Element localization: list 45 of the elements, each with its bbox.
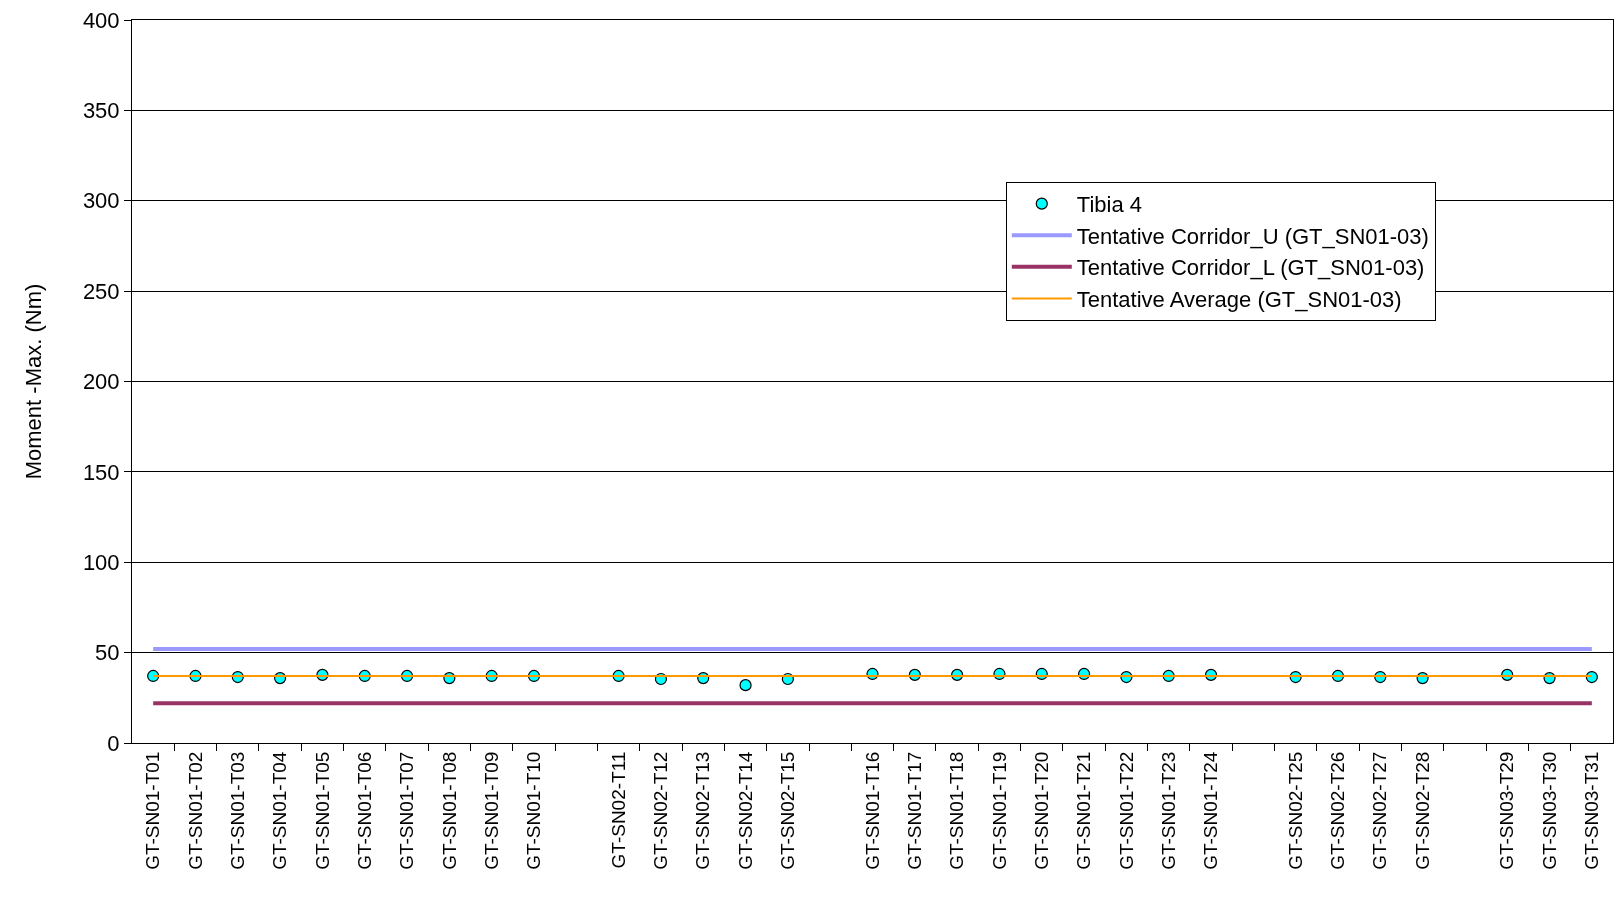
x-tick-label: GT-SN02-T15: [777, 751, 799, 870]
x-tick-label: GT-SN01-T02: [184, 751, 206, 870]
x-tick-label: GT-SN01-T19: [988, 751, 1010, 870]
x-tick-label: GT-SN01-T18: [946, 751, 968, 870]
x-tick-label: GT-SN01-T22: [1115, 751, 1137, 870]
y-tick-label: 300: [82, 188, 120, 214]
x-tick-label: GT-SN01-T04: [269, 751, 291, 870]
y-tick-label: 0: [107, 730, 120, 756]
x-tick-label: GT-SN03-T31: [1581, 751, 1603, 870]
x-tick-label: GT-SN02-T28: [1411, 751, 1433, 870]
x-tick-label: GT-SN01-T06: [353, 751, 375, 870]
x-tick-label: GT-SN03-T29: [1496, 751, 1518, 870]
x-tick-label: GT-SN01-T07: [396, 751, 418, 870]
legend-label: Tentative Average (GT_SN01-03): [1076, 287, 1402, 313]
x-tick-label: GT-SN01-T10: [523, 751, 545, 870]
x-tick-label: GT-SN02-T26: [1327, 751, 1349, 870]
x-tick-label: GT-SN01-T09: [480, 751, 502, 870]
y-tick-label: 150: [82, 459, 120, 485]
x-tick-label: GT-SN01-T01: [142, 751, 164, 870]
y-tick-label: 100: [82, 549, 120, 575]
x-tick-label: GT-SN01-T05: [311, 751, 333, 870]
y-axis-title: Moment -Max. (Nm): [20, 283, 46, 480]
x-tick-label: GT-SN02-T14: [734, 751, 756, 870]
legend-label: Tentative Corridor_L (GT_SN01-03): [1076, 255, 1425, 281]
legend-label: Tibia 4: [1076, 192, 1143, 218]
x-tick-label: GT-SN01-T21: [1073, 751, 1095, 870]
y-tick-label: 350: [82, 98, 120, 124]
x-tick-label: GT-SN01-T24: [1200, 751, 1222, 870]
y-tick-label: 50: [95, 640, 120, 666]
y-tick-label: 400: [82, 7, 120, 33]
x-tick-label: GT-SN02-T13: [692, 751, 714, 870]
x-tick-label: GT-SN01-T23: [1157, 751, 1179, 870]
x-tick-label: GT-SN01-T20: [1030, 751, 1052, 870]
legend-label: Tentative Corridor_U (GT_SN01-03): [1076, 223, 1429, 249]
x-tick-label: GT-SN02-T25: [1284, 751, 1306, 870]
x-tick-label: GT-SN02-T27: [1369, 751, 1391, 870]
y-tick-label: 250: [82, 278, 120, 304]
y-tick-label: 200: [82, 369, 120, 395]
x-tick-label: GT-SN01-T08: [438, 751, 460, 870]
x-tick-label: GT-SN01-T16: [861, 751, 883, 870]
x-tick-label: GT-SN01-T03: [226, 751, 248, 870]
x-tick-label: GT-SN01-T17: [903, 751, 925, 870]
x-tick-label: GT-SN02-T12: [650, 751, 672, 870]
x-tick-label: GT-SN02-T11: [607, 751, 629, 869]
x-tick-label: GT-SN03-T30: [1538, 751, 1560, 870]
